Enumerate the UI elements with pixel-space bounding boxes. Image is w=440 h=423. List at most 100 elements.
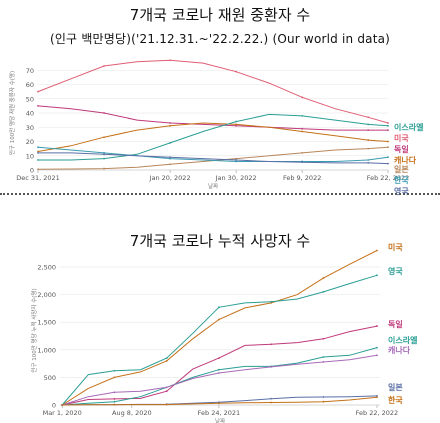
series-point [322,396,325,398]
series-line-6 [37,146,389,162]
series-point [376,274,378,277]
series-point [367,147,370,150]
series-point [376,325,378,327]
x-tick-label: Feb 22, 2022 [367,174,410,182]
series-point [301,96,304,99]
x-tick-label: Aug 8, 2020 [112,409,152,417]
series-point [322,337,325,340]
series-line-3 [37,122,389,152]
series-point [218,368,220,371]
series-line-4 [62,347,378,406]
series-point [235,159,238,161]
series-point [103,167,105,170]
series-point [165,359,168,362]
chart1-subtitle: (인구 백만명당)('21.12.31.~'22.2.22.) (Our wor… [49,32,391,46]
series-point [103,112,105,114]
series-point [387,162,389,165]
legend-label-7: 영국 [394,186,409,196]
series-point [169,142,171,144]
y-tick-label: 0 [30,167,34,175]
y-tick-label: 0 [52,402,56,410]
series-point [387,140,389,143]
end-label-4: 이스라엘 [388,335,417,345]
y-axis-label: 인구 100만 명당 재원 중환자 수(명) [8,71,16,155]
series-point [235,120,238,123]
series-point [322,277,325,279]
series-point [235,70,238,73]
y-axis-label: 인구 100만 명당 누적 사망자 수(명) [30,288,38,372]
series-point [322,361,325,363]
series-point [103,136,105,139]
series-point [235,157,238,160]
series-point [270,397,273,400]
legend-label-3: 독일 [394,144,409,154]
series-point [169,122,171,124]
series-point [103,152,105,154]
end-label-3: 독일 [388,319,403,329]
series-point [169,157,171,160]
series-point [235,160,238,163]
y-tick-label: 1,500 [37,319,56,327]
series-point [165,390,168,393]
series-point [113,400,116,403]
x-axis-label: 날짜 [208,182,218,190]
series-point [367,139,370,141]
end-label-7: 한국 [388,395,403,405]
series-point [376,396,378,399]
series-point [218,372,220,374]
end-label-2: 영국 [388,266,403,276]
series-point [270,300,273,303]
series-point [387,146,389,149]
series-point [37,90,39,93]
y-tick-label: 1,000 [37,346,56,354]
series-line-4 [38,113,389,161]
y-tick-label: 2,500 [37,264,56,272]
series-point [322,400,325,403]
series-point [103,65,105,67]
series-point [113,376,116,379]
series-point [301,114,304,117]
y-tick-label: 10 [26,152,34,160]
y-tick-label: 500 [44,374,56,382]
series-line-5 [37,146,389,170]
series-point [169,124,171,127]
series-point [37,152,39,154]
x-tick-label: Feb 24, 2021 [198,409,241,417]
series-point [103,157,105,160]
legend-label-1: 이스라엘 [394,122,423,132]
series-point [165,403,168,406]
legend-label-4: 캐나다 [394,155,417,165]
series-point [387,122,389,124]
series-point [367,123,370,126]
x-tick-label: Dec 31, 2021 [16,174,60,182]
series-point [165,386,168,389]
x-tick-label: Feb 9, 2022 [283,174,321,182]
series-point [37,168,39,171]
series-point [218,357,220,359]
series-point [270,343,273,346]
series-point [113,398,116,400]
legend-label-6: 한국 [394,175,409,185]
end-label-5: 캐나다 [388,345,411,355]
series-point [301,127,304,130]
end-label-1: 미국 [388,242,403,252]
series-point [387,124,389,127]
y-tick-label: 70 [26,67,34,75]
series-point [376,346,378,349]
series-point [367,161,370,164]
series-point [113,403,116,406]
series-point [165,357,168,359]
series-point [169,59,171,62]
series-line-1 [61,250,378,406]
death-chart: 0 500 1,000 1,500 2,000 2,500 Mar 1, 2020 Aug 8… [30,242,417,423]
series-point [235,123,238,126]
chart2-title: 7개국 코로나 누적 사망자 수 [129,232,311,250]
series-point [218,318,220,321]
series-point [367,116,370,119]
series-point [103,153,105,156]
series-point [376,249,378,252]
y-tick-label: 2,000 [37,291,56,299]
series-line-1 [37,59,389,124]
series-point [301,130,304,133]
series-point [301,152,304,154]
